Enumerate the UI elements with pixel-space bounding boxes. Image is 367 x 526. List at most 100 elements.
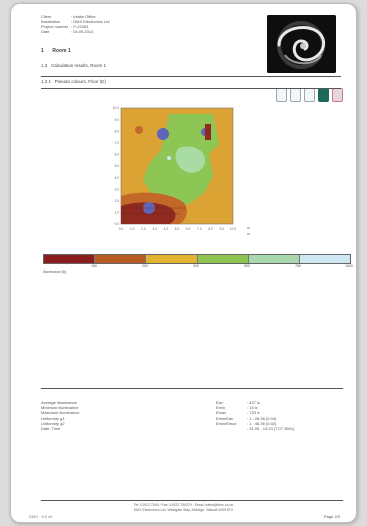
y-tick-label: 5.0 [115,164,120,168]
meta-key: Client [41,14,52,19]
color-scale-tick-label: 1000 [345,264,353,268]
x-tick-label: 5.0 [175,227,180,231]
certification-badge-icon [276,88,287,102]
subsection-title: Calculation results, Room 1 [51,63,107,68]
x-tick-label: 10.0 [230,227,236,231]
meta-row-client: Client : Intake Office [41,14,109,19]
subsubsection-title: Pseudo colours, Floor (E) [54,79,106,84]
summary-value: : 427 lx [247,400,260,405]
x-tick-label: 3.0 [152,227,157,231]
section-number: 1 [41,48,44,54]
report-metadata: Client : Intake Office Installation : DM… [41,14,109,34]
summary-symbol: Emin/Emax [216,420,237,426]
summary-label: Uniformity g2 [41,420,65,426]
y-tick-label: 7.0 [115,141,120,145]
y-tick-label: 10.0 [113,106,119,110]
meta-key: Project number [41,24,69,29]
meta-value: : Intake Office [71,14,96,19]
meta-row-date: Date : 04.05.2014 [41,29,109,34]
summary-symbol: Eav [216,400,223,405]
summary-value: : 31.05 - 10:23 (TOT 3601) [247,426,295,432]
footer-divider [41,500,343,501]
illuminance-zone-light-green [175,146,205,173]
summary-label: Uniformity g1 [41,415,65,421]
heading-divider [41,88,341,89]
y-tick-label: 0.0 [115,222,120,226]
y-tick-label: 8.0 [115,129,120,133]
meta-value: : P-22454 [71,24,89,29]
meta-value: : DMX Electronics Ltd [71,19,110,24]
certification-badge-icon [332,88,343,102]
meta-row-installation: Installation : DMX Electronics Ltd [41,19,109,24]
summary-value: : 1 : 48.36 (0.02) [247,420,277,426]
summary-value: : 1 : 28.36 (0.04) [247,415,277,421]
color-scale-tick-label: 200 [142,264,148,268]
color-scale-ticks: 100 200 300 500 750 1000 [43,264,353,270]
subsubsection-number: 1.2.1 [41,79,52,84]
color-scale-title: Illuminance [lx] [43,270,67,274]
color-scale-segment [299,255,351,263]
illuminance-hotspot-blue [157,128,169,140]
summary-symbol [216,426,236,431]
color-scale-tick-label: 500 [244,264,250,268]
y-axis-unit: m [247,226,250,230]
summary-labels: Average illuminance Minimum illuminance Ma… [41,400,79,431]
summary-values: : 427 lx: 15 lx: 723 lx: 1 : 28.36 (0.04… [247,400,294,431]
certification-badge-icon [304,88,315,102]
x-tick-label: 9.0 [220,227,225,231]
color-scale-segment [44,255,96,263]
summary-value: : 15 lx [247,405,258,411]
summary-label: Maximum illuminance [41,410,80,416]
certification-badge-icon [318,88,329,102]
subsection-heading: 1.2 Calculation results, Room 1 [41,63,106,68]
x-tick-label: 7.0 [197,227,202,231]
swirl-logo-icon [267,15,336,73]
y-tick-label: 4.0 [115,176,120,180]
certification-badges [276,88,343,102]
company-logo [267,15,336,73]
heading-divider [41,76,341,77]
illuminance-color-scale [43,254,351,264]
meta-value: : 04.05.2014 [71,29,94,34]
section-heading: 1 Room 1 [41,48,71,54]
summary-label: Average illuminance [41,400,77,405]
certification-badge-icon [290,88,301,102]
summary-symbol: Emax [216,410,227,416]
x-tick-label: 8.0 [208,227,213,231]
footer-left-text: DMX · 6.0 v9 [29,514,53,519]
color-scale-tick-label: 300 [193,264,199,268]
illuminance-hotspot-light-blue [167,156,171,160]
x-tick-label: 1.0 [130,227,135,231]
illuminance-hotspot-red [205,124,211,140]
page-number: Page 2/3 [323,514,340,519]
x-tick-label: 6.0 [186,227,191,231]
x-tick-label: 0.0 [119,227,124,231]
y-tick-label: 9.0 [115,118,120,122]
footer-contact-line: Tel: 01922 7549 / Fax: 01922 754379 · Em… [133,503,234,507]
section-title: Room 1 [52,48,71,54]
summary-value: : 723 lx [247,410,260,416]
color-scale-segment [146,255,198,263]
color-scale-tick-label: 750 [295,264,301,268]
x-tick-label: 4.0 [164,227,169,231]
meta-key: Date [41,29,50,34]
meta-row-project: Project number : P-22454 [41,24,109,29]
x-tick-label: 2.0 [141,227,146,231]
y-axis: 10.0 9.0 8.0 7.0 6.0 5.0 4.0 3.0 2.0 1.0 0.0 [113,106,119,226]
color-scale-tick-label: 100 [91,264,97,268]
summary-divider [41,388,343,389]
illuminance-pseudo-color-plot: 10.0 9.0 8.0 7.0 6.0 5.0 4.0 3.0 2.0 1.0 0.0 0.0 1.… [113,106,250,236]
x-axis: 0.0 1.0 2.0 3.0 4.0 5.0 6.0 7.0 8.0 9.0 10.0 [119,227,237,231]
color-scale-segment [197,255,249,263]
footer-address-line: DMX Electronics Ltd, Westgate Way, Aldri… [133,508,234,512]
summary-symbol: Emin/Eav [216,415,234,421]
summary-symbols: Eav Emin Emax Emin/Eav Emin/Emax [216,400,236,431]
subsubsection-heading: 1.2.1 Pseudo colours, Floor (E) [41,79,106,84]
y-tick-label: 6.0 [115,153,120,157]
y-tick-label: 1.0 [115,211,120,215]
summary-label: Minimum illuminance [41,405,79,411]
subsection-number: 1.2 [41,63,48,68]
x-axis-unit: m [247,232,250,236]
report-page: Client : Intake Office Installation : DM… [10,3,357,523]
y-tick-label: 3.0 [115,187,120,191]
